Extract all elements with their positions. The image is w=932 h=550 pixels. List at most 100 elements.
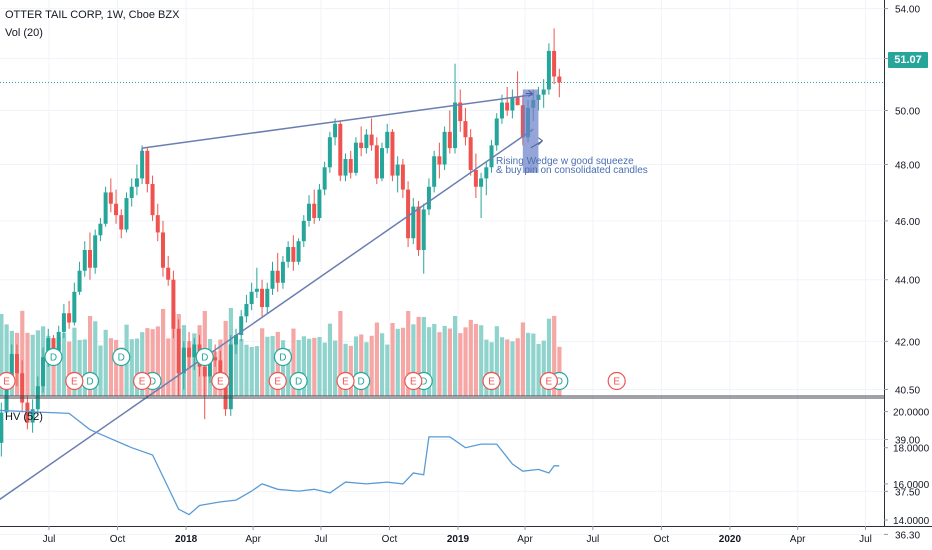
candle-body	[473, 170, 478, 187]
candle-body	[280, 261, 285, 283]
candle-body	[275, 270, 280, 283]
earnings-marker-icon	[133, 371, 152, 391]
earnings-marker-icon	[65, 371, 84, 391]
volume-bar	[61, 332, 67, 396]
volume-bar	[437, 332, 442, 396]
volume-bar	[233, 343, 239, 396]
volume-bar	[557, 346, 562, 396]
volume-bar	[280, 340, 286, 396]
candle-body	[46, 338, 51, 358]
dividend-marker-label: D	[118, 353, 125, 364]
price-tick-label: 36.30	[895, 530, 920, 541]
volume-bar	[541, 340, 546, 396]
volume-bar	[129, 339, 134, 396]
dividend-marker-label: D	[149, 377, 156, 388]
volume-bar	[364, 342, 369, 396]
volume-bar	[108, 338, 114, 396]
earnings-marker-label: E	[488, 377, 495, 388]
volume-bar	[244, 344, 249, 396]
earnings-marker-icon	[336, 371, 355, 391]
volume-bar	[515, 338, 520, 396]
candle-body	[192, 344, 197, 358]
candle-body	[129, 186, 134, 199]
candle-body	[447, 131, 452, 149]
candle-body	[260, 288, 265, 308]
candle-body	[155, 215, 160, 233]
dividend-marker-label: D	[556, 377, 563, 388]
candle-body	[140, 150, 145, 179]
volume-bar	[552, 315, 557, 396]
dividend-marker-label: D	[358, 377, 365, 388]
wedge-lower-trendline	[0, 128, 534, 501]
candle-body	[181, 347, 186, 374]
candle-body	[160, 232, 165, 268]
volume-bar	[400, 327, 406, 396]
wedge-drawings	[0, 89, 544, 501]
candle-body	[317, 189, 322, 219]
candle-body	[286, 247, 291, 262]
event-markers: DDDDDDDDDDDDDEEEEEEEEEE	[0, 347, 626, 391]
candle-body	[380, 148, 385, 179]
earnings-marker-icon	[482, 371, 501, 391]
volume-bar	[260, 328, 265, 396]
volume-bar	[510, 341, 515, 396]
earnings-marker-icon	[607, 371, 626, 391]
candle-body	[77, 270, 82, 292]
candle-body	[416, 206, 421, 250]
hv-line	[0, 409, 560, 516]
arrow-icon	[525, 90, 534, 97]
candle-body	[301, 220, 306, 242]
volume-bar	[473, 323, 479, 396]
dividend-marker-icon	[44, 347, 63, 367]
candle-body	[213, 357, 218, 361]
candle-body	[114, 203, 119, 216]
candle-body	[426, 186, 431, 210]
volume-bar	[114, 339, 119, 396]
time-tick-label: Apr	[517, 534, 533, 545]
candle-body	[150, 183, 155, 216]
earnings-marker-label: E	[217, 377, 224, 388]
volume-bar	[442, 325, 447, 396]
candle-body	[108, 192, 113, 204]
earnings-marker-label: E	[342, 377, 349, 388]
volume-bar	[489, 342, 494, 396]
volume-bar	[359, 334, 364, 396]
candle-body	[270, 270, 275, 289]
consolidation-box	[522, 89, 539, 173]
volume-bar	[67, 341, 72, 396]
dividend-marker-label: D	[279, 353, 286, 364]
volume-bar	[385, 344, 390, 396]
candle-body	[30, 409, 35, 423]
time-tick-label: Jul	[315, 534, 328, 545]
volume-bar	[296, 339, 301, 396]
volume-bar	[249, 347, 254, 396]
price-tick-label: 54.00	[895, 5, 920, 16]
earnings-marker-label: E	[139, 377, 146, 388]
time-tick-label: Oct	[382, 534, 398, 545]
hv-tick-label: 14.0000	[893, 516, 930, 527]
volume-bar	[286, 348, 291, 396]
candle-body	[510, 97, 515, 111]
candlestick-series	[0, 28, 562, 457]
hv-tick-label: 16.0000	[893, 480, 930, 491]
volume-bar	[453, 316, 458, 396]
volume-bar	[531, 333, 536, 396]
volume-legend: Vol (20)	[5, 27, 43, 39]
candle-body	[458, 102, 463, 122]
volume-bar	[30, 334, 35, 396]
volume-bar	[468, 319, 473, 396]
time-tick-label: Jul	[43, 534, 56, 545]
price-tick-label: 40.50	[895, 385, 920, 396]
candle-body	[390, 131, 395, 176]
volume-bar	[536, 344, 541, 396]
earnings-marker-icon	[268, 371, 287, 391]
volume-bar	[254, 346, 260, 396]
candle-body	[145, 150, 150, 184]
earnings-marker-icon	[404, 371, 423, 391]
candle-body	[249, 291, 254, 305]
volume-bar	[343, 343, 348, 396]
candle-body	[463, 121, 468, 138]
volume-bar	[82, 339, 87, 396]
